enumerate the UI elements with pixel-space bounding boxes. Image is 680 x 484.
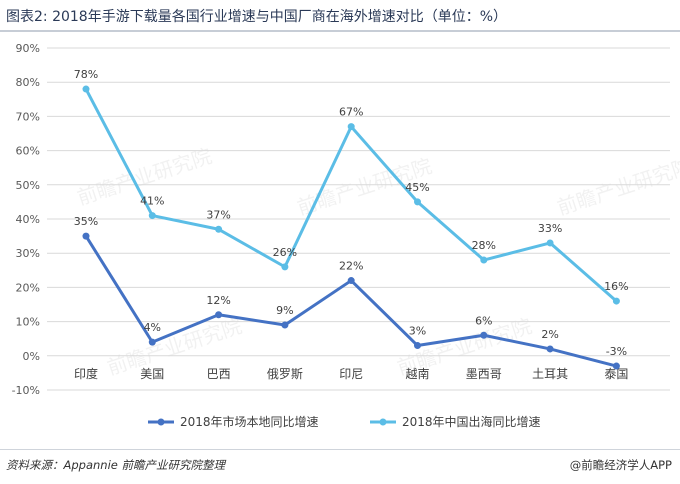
legend-swatch-marker	[379, 418, 387, 426]
y-tick-label: 70%	[16, 110, 40, 123]
data-label: 35%	[74, 215, 98, 228]
data-label: -3%	[606, 345, 627, 358]
y-tick-label: 40%	[16, 213, 40, 226]
data-point	[546, 345, 554, 353]
y-tick-label: 60%	[16, 145, 40, 158]
data-point	[215, 225, 223, 233]
footer-divider	[0, 449, 680, 450]
data-point	[148, 212, 156, 220]
series-2: 78% 41% 37% 26% 67% 45% 28% 33% 16%	[74, 68, 629, 305]
data-point	[347, 123, 355, 131]
data-point	[215, 311, 223, 319]
x-tick-label: 俄罗斯	[267, 367, 303, 381]
gridlines	[47, 47, 670, 391]
data-label: 33%	[538, 222, 562, 235]
brand-credit: @前瞻经济学人APP	[569, 458, 672, 472]
y-tick-label: 90%	[16, 42, 40, 55]
data-label: 9%	[276, 304, 293, 317]
data-point	[82, 85, 90, 93]
data-label: 41%	[140, 195, 164, 208]
legend-swatch-marker	[157, 418, 165, 426]
data-label: 67%	[339, 106, 363, 119]
y-tick-label: -10%	[12, 384, 40, 397]
x-tick-label: 美国	[140, 367, 164, 381]
data-point	[148, 338, 156, 346]
chart-title: 图表2: 2018年手游下载量各国行业增速与中国厂商在海外增速对比（单位：%）	[6, 9, 508, 25]
title-bar: 图表2: 2018年手游下载量各国行业增速与中国厂商在海外增速对比（单位：%）	[0, 0, 680, 32]
data-label: 2%	[541, 328, 558, 341]
x-tick-label: 印尼	[339, 367, 363, 381]
data-point	[480, 256, 488, 264]
data-point	[414, 198, 421, 206]
y-tick-label: 50%	[16, 179, 40, 192]
data-label: 37%	[206, 208, 230, 221]
data-point	[281, 321, 289, 329]
data-label: 4%	[144, 321, 161, 334]
data-point	[347, 277, 355, 285]
data-label: 45%	[405, 181, 429, 194]
data-point	[480, 331, 488, 339]
x-tick-label: 土耳其	[532, 367, 568, 381]
x-tick-label: 墨西哥	[466, 367, 502, 381]
y-axis: -10% 0% 10% 20% 30% 40% 50% 60% 70% 80% 90%	[12, 42, 40, 397]
data-label: 12%	[206, 294, 230, 307]
data-point	[82, 232, 90, 240]
data-point	[281, 263, 289, 271]
legend-label: 2018年中国出海同比增速	[402, 414, 541, 429]
data-label: 3%	[409, 325, 426, 338]
data-point	[414, 342, 421, 350]
source-note: 资料来源：Appannie 前瞻产业研究院整理	[6, 458, 226, 472]
data-label: 78%	[74, 68, 98, 81]
x-tick-label: 印度	[74, 366, 98, 381]
data-point	[612, 297, 620, 305]
data-point	[612, 362, 620, 370]
x-tick-label: 巴西	[207, 367, 231, 381]
data-label: 22%	[339, 260, 363, 273]
data-point	[546, 239, 554, 247]
y-tick-label: 20%	[16, 281, 40, 294]
x-axis: 印度 美国 巴西 俄罗斯 印尼 越南 墨西哥 土耳其 泰国	[74, 366, 628, 381]
y-tick-label: 30%	[16, 247, 40, 260]
data-label: 6%	[475, 314, 492, 327]
x-tick-label: 泰国	[604, 367, 628, 381]
data-label: 26%	[273, 246, 297, 259]
legend: 2018年市场本地同比增速 2018年中国出海同比增速	[148, 414, 541, 429]
series-layer: 35% 4% 12% 9% 22% 3% 6% 2% -3% 78% 41% 37% 26% 67% 45%…	[74, 68, 629, 370]
y-tick-label: 80%	[16, 76, 40, 89]
series-1: 35% 4% 12% 9% 22% 3% 6% 2% -3%	[74, 215, 627, 370]
x-tick-label: 越南	[405, 366, 429, 381]
data-label: 16%	[604, 280, 628, 293]
y-tick-label: 10%	[16, 316, 40, 329]
legend-label: 2018年市场本地同比增速	[180, 414, 319, 429]
y-tick-label: 0%	[23, 350, 40, 363]
data-label: 28%	[472, 239, 496, 252]
watermark-text: 前瞻产业研究院	[554, 154, 680, 220]
